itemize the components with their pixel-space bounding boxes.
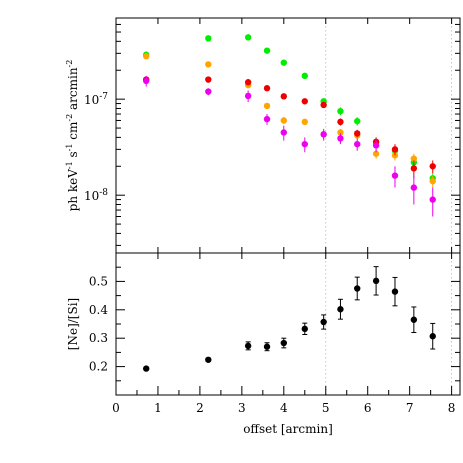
data-point [263, 102, 271, 110]
data-point [337, 129, 344, 136]
y-tick-label: 10-7 [84, 92, 108, 107]
bottom-plot-frame [115, 252, 461, 396]
data-point [301, 72, 308, 80]
data-point [301, 98, 308, 105]
y-tick-label: 0.2 [89, 360, 108, 374]
data-point [205, 61, 212, 68]
y-tick-label-exponent: -8 [99, 188, 108, 198]
y-tick-label-base: 10 [84, 93, 99, 107]
data-point [143, 53, 150, 60]
y-tick-label: 10-8 [84, 188, 108, 203]
y-axis-label-part: s [66, 151, 80, 161]
data-point [244, 34, 252, 41]
y-tick-label: 0.3 [89, 331, 108, 345]
data-point [410, 165, 418, 172]
data-point [280, 129, 288, 136]
data-point [372, 150, 380, 157]
data-point [391, 288, 399, 295]
data-point [143, 77, 150, 85]
data-point [280, 339, 288, 347]
x-tick-label: 1 [154, 401, 162, 415]
surface-brightness-panel: 10-710-8ph keV-1 s-1 cm-2 arcmin-2 [65, 17, 461, 254]
x-axis-label: offset [arcmin] [243, 422, 333, 436]
data-point [301, 140, 308, 148]
data-point [205, 88, 212, 95]
y-axis-label-part: cm [66, 121, 80, 144]
y-axis-label-part: arcmin [66, 67, 80, 114]
x-tick-label: 7 [406, 401, 414, 415]
y-tick-label: 0.5 [89, 274, 108, 288]
top-plot-frame [115, 17, 461, 254]
data-point [391, 146, 399, 153]
y-tick-label-exponent: -7 [99, 92, 108, 102]
data-point [280, 93, 288, 100]
x-tick-label: 3 [238, 401, 246, 415]
top-y-axis-label: ph keV-1 s-1 cm-2 arcmin-2 [65, 60, 80, 212]
data-point [337, 107, 344, 115]
y-axis-label-part: -2 [65, 60, 74, 68]
y-tick-label: 0.4 [89, 303, 108, 317]
y-axis-label-part: -1 [65, 161, 74, 169]
data-point [429, 177, 436, 185]
bottom-y-axis-label: [Ne]/[Si] [66, 298, 80, 350]
x-tick-label: 2 [196, 401, 204, 415]
data-point [205, 356, 212, 363]
data-point [410, 316, 418, 323]
data-point [244, 342, 252, 350]
data-point [337, 118, 344, 126]
x-tick-label: 8 [448, 401, 456, 415]
y-axis-label-part: -2 [65, 114, 74, 122]
data-point [143, 365, 150, 372]
y-tick-label-base: 10 [84, 189, 99, 203]
data-point [429, 333, 436, 340]
data-point [410, 184, 418, 191]
data-point [263, 47, 271, 54]
ne-si-ratio-panel: 0.2 0.3 0.4 0.5 0 1 2 3 4 5 6 7 8 offset [arcmin] [Ne]… [66, 252, 461, 436]
data-point [244, 92, 252, 100]
data-point [320, 131, 327, 138]
data-point [263, 85, 271, 92]
data-point [301, 118, 308, 126]
data-point [372, 142, 380, 149]
data-point [372, 277, 380, 285]
data-point [337, 306, 344, 313]
data-point [354, 117, 361, 125]
data-point [263, 115, 271, 123]
data-point [320, 318, 327, 326]
data-point [280, 59, 288, 66]
data-point [205, 76, 212, 83]
data-point [320, 101, 327, 109]
data-point [263, 343, 271, 350]
y-axis-label-part: -1 [65, 144, 74, 152]
data-point [280, 117, 288, 124]
data-point [205, 35, 212, 42]
data-point [354, 140, 361, 148]
data-point [354, 130, 361, 137]
data-point [301, 325, 308, 333]
x-tick-label: 6 [364, 401, 372, 415]
data-point [429, 196, 436, 203]
data-point [410, 155, 418, 162]
data-point [337, 135, 344, 142]
data-point [244, 79, 252, 86]
y-axis-label-part: ph keV [66, 169, 80, 212]
x-tick-label: 4 [280, 401, 288, 415]
data-point [354, 285, 361, 292]
x-tick-label: 5 [322, 401, 330, 415]
x-tick-label: 0 [112, 401, 120, 415]
data-point [391, 172, 399, 179]
data-point [429, 163, 436, 170]
